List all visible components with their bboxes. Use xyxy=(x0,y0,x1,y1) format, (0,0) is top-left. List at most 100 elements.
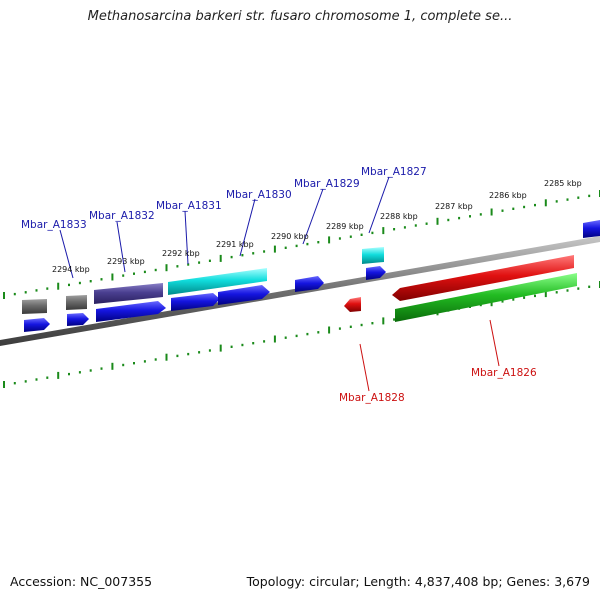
kbp-label-2293: 2293 kbp xyxy=(107,257,145,266)
upper-ruler-minor-tick xyxy=(285,247,287,249)
lower-ruler-minor-tick xyxy=(588,286,590,288)
lower-ruler-major-tick xyxy=(111,363,113,370)
lower-ruler-minor-tick xyxy=(567,289,569,291)
lower-ruler-minor-tick xyxy=(285,337,287,339)
upper-ruler-minor-tick xyxy=(458,217,460,219)
upper-ruler-minor-tick xyxy=(176,265,178,267)
upper-ruler-minor-tick xyxy=(122,274,124,276)
gene-label-a1827: Mbar_A1827 xyxy=(361,166,427,178)
lower-ruler-minor-tick xyxy=(241,344,243,346)
upper-ruler-minor-tick xyxy=(404,226,406,228)
lower-ruler-minor-tick xyxy=(296,335,298,337)
upper-ruler-minor-tick xyxy=(68,284,70,286)
upper-ruler-major-tick xyxy=(545,199,547,206)
lower-ruler-minor-tick xyxy=(252,342,254,344)
upper-ruler-minor-tick xyxy=(371,232,373,234)
lower-ruler-minor-tick xyxy=(198,351,200,353)
gene-arrow-blue-1 xyxy=(24,318,50,332)
lower-ruler-minor-tick xyxy=(577,287,579,289)
upper-ruler-minor-tick xyxy=(361,234,363,236)
lower-ruler-major-tick xyxy=(220,345,222,352)
lower-ruler-minor-tick xyxy=(176,355,178,357)
upper-ruler-minor-tick xyxy=(209,260,211,262)
upper-ruler-major-tick xyxy=(491,209,493,216)
upper-ruler-minor-tick xyxy=(447,219,449,221)
upper-ruler-minor-tick xyxy=(241,254,243,256)
upper-ruler-major-tick xyxy=(274,246,276,253)
upper-ruler-major-tick xyxy=(437,218,439,225)
kbp-label-2287: 2287 kbp xyxy=(435,202,473,211)
lower-ruler-minor-tick xyxy=(361,324,363,326)
gene-arrow-blue-8 xyxy=(583,220,600,238)
upper-ruler-minor-tick xyxy=(317,241,319,243)
upper-ruler-minor-tick xyxy=(480,213,482,215)
lower-ruler-minor-tick xyxy=(317,331,319,333)
upper-ruler-minor-tick xyxy=(198,261,200,263)
lower-ruler-minor-tick xyxy=(14,382,16,384)
upper-ruler-minor-tick xyxy=(79,282,81,284)
upper-ruler-minor-tick xyxy=(101,278,103,280)
upper-ruler-major-tick xyxy=(220,255,222,262)
lower-ruler-major-tick xyxy=(328,327,330,334)
upper-ruler-major-tick xyxy=(166,264,168,271)
gene-block-gray-1 xyxy=(22,299,47,314)
lower-ruler-minor-tick xyxy=(133,362,135,364)
genome-summary-text: Topology: circular; Length: 4,837,408 bp… xyxy=(247,574,590,589)
lower-ruler-major-tick xyxy=(274,336,276,343)
gene-label-a1831: Mbar_A1831 xyxy=(156,200,222,212)
upper-ruler-minor-tick xyxy=(350,236,352,238)
gene-arrow-red-small xyxy=(344,297,361,312)
gene-label-a1828: Mbar_A1828 xyxy=(339,392,405,404)
upper-ruler-minor-tick xyxy=(588,195,590,197)
upper-ruler-major-tick xyxy=(382,227,384,234)
lower-ruler-major-tick xyxy=(57,372,59,379)
lower-ruler-minor-tick xyxy=(36,378,38,380)
kbp-label-2294: 2294 kbp xyxy=(52,265,90,274)
gene-block-cyan-2 xyxy=(362,247,384,264)
lower-ruler-minor-tick xyxy=(231,346,233,348)
upper-ruler-minor-tick xyxy=(469,215,471,217)
kbp-label-2285: 2285 kbp xyxy=(544,179,582,188)
upper-ruler-minor-tick xyxy=(523,206,525,208)
gene-block-gray-2 xyxy=(66,295,87,310)
leader-line-a1827 xyxy=(369,177,389,233)
lower-ruler-minor-tick xyxy=(90,369,92,371)
gene-label-a1832: Mbar_A1832 xyxy=(89,210,155,222)
lower-ruler-minor-tick xyxy=(339,327,341,329)
lower-ruler-minor-tick xyxy=(46,377,48,379)
lower-ruler-major-tick xyxy=(166,354,168,361)
gene-label-a1826: Mbar_A1826 xyxy=(471,367,537,379)
upper-ruler-minor-tick xyxy=(556,200,558,202)
upper-ruler-minor-tick xyxy=(231,256,233,258)
upper-ruler-minor-tick xyxy=(36,289,38,291)
lower-ruler-major-tick xyxy=(3,381,5,388)
upper-ruler-minor-tick xyxy=(512,208,514,210)
upper-ruler-minor-tick xyxy=(577,197,579,199)
upper-ruler-major-tick xyxy=(111,274,113,281)
gene-label-a1830: Mbar_A1830 xyxy=(226,189,292,201)
upper-ruler-minor-tick xyxy=(296,245,298,247)
upper-ruler-minor-tick xyxy=(155,269,157,271)
upper-ruler-major-tick xyxy=(3,292,5,299)
lower-ruler-minor-tick xyxy=(371,322,373,324)
lower-ruler-minor-tick xyxy=(209,349,211,351)
upper-ruler-minor-tick xyxy=(46,287,48,289)
lower-ruler-minor-tick xyxy=(263,340,265,342)
lower-ruler-major-tick xyxy=(382,317,384,324)
upper-ruler-minor-tick xyxy=(14,293,16,295)
upper-ruler-minor-tick xyxy=(252,252,254,254)
upper-ruler-minor-tick xyxy=(393,228,395,230)
gene-arrow-blue-2 xyxy=(67,313,89,326)
lower-ruler-minor-tick xyxy=(187,353,189,355)
lower-ruler-minor-tick xyxy=(144,360,146,362)
kbp-label-2292: 2292 kbp xyxy=(162,249,200,258)
lower-ruler-minor-tick xyxy=(393,318,395,320)
upper-ruler-minor-tick xyxy=(263,250,265,252)
upper-ruler-major-tick xyxy=(57,283,59,290)
upper-ruler-minor-tick xyxy=(534,204,536,206)
upper-ruler-minor-tick xyxy=(502,210,504,212)
lower-ruler-minor-tick xyxy=(155,358,157,360)
lower-ruler-minor-tick xyxy=(68,373,70,375)
upper-ruler-minor-tick xyxy=(339,237,341,239)
gene-label-a1833: Mbar_A1833 xyxy=(21,219,87,231)
